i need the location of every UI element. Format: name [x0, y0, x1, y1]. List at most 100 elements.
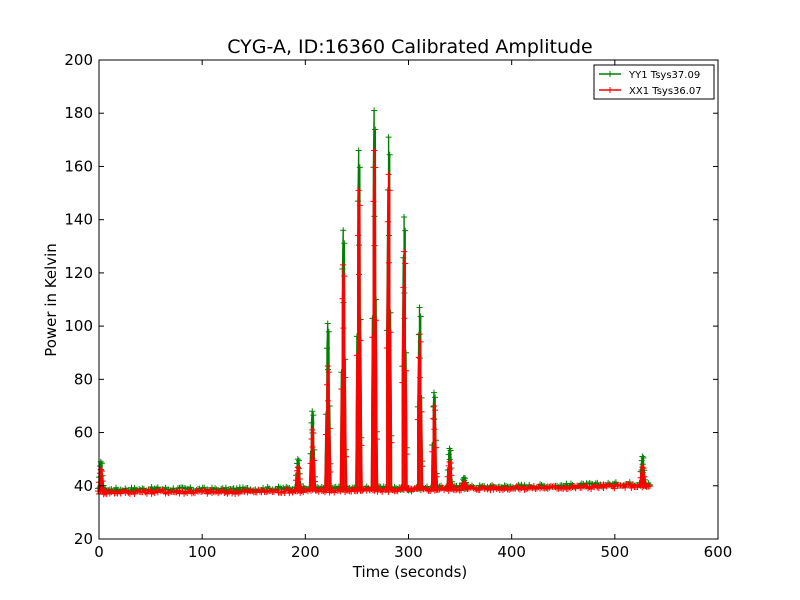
- data-point: [371, 147, 378, 154]
- data-point: [297, 484, 304, 491]
- data-point: [383, 344, 390, 351]
- data-point: [414, 416, 421, 423]
- x-tick-label: 0: [94, 543, 104, 561]
- data-point: [294, 464, 301, 471]
- data-point: [296, 476, 303, 483]
- data-point: [447, 447, 454, 454]
- data-point: [309, 443, 316, 450]
- data-point: [448, 472, 455, 479]
- data-point: [310, 429, 317, 436]
- data-point: [639, 453, 646, 460]
- data-point: [312, 478, 319, 485]
- x-tick-label: 300: [394, 543, 423, 561]
- data-point: [432, 444, 439, 451]
- data-point: [640, 465, 647, 472]
- legend: YY1 Tsys37.09 XX1 Tsys36.07: [593, 64, 715, 100]
- legend-marker: [607, 71, 613, 77]
- data-point: [416, 331, 423, 338]
- data-point: [622, 484, 629, 491]
- data-point: [418, 408, 425, 415]
- x-tick-label: 200: [291, 543, 320, 561]
- data-point: [295, 457, 302, 464]
- data-point: [324, 320, 331, 327]
- data-point: [388, 439, 395, 446]
- data-point: [462, 475, 469, 482]
- data-point: [322, 431, 329, 438]
- data-point: [357, 337, 364, 344]
- data-point: [355, 147, 362, 154]
- data-point: [325, 397, 332, 404]
- x-tick-label: 500: [601, 543, 630, 561]
- data-point: [356, 202, 363, 209]
- data-point: [369, 334, 376, 341]
- data-point: [339, 295, 346, 302]
- y-tick-label: 120: [64, 264, 93, 282]
- data-point: [293, 477, 300, 484]
- data-point: [99, 478, 106, 485]
- data-point: [295, 470, 302, 477]
- data-point: [628, 485, 635, 492]
- data-point: [100, 486, 107, 493]
- data-point: [311, 457, 318, 464]
- data-point: [432, 394, 439, 401]
- data-point: [430, 389, 437, 396]
- y-tick-label: 140: [64, 211, 93, 229]
- data-point: [637, 474, 644, 481]
- data-point: [401, 248, 408, 255]
- data-point: [371, 107, 378, 114]
- data-point: [309, 408, 316, 415]
- data-point: [373, 436, 380, 443]
- data-point: [294, 456, 301, 463]
- data-point: [402, 227, 409, 234]
- data-point: [308, 436, 315, 443]
- data-point: [341, 240, 348, 247]
- y-tick-label: 80: [74, 370, 93, 388]
- data-point: [489, 483, 496, 490]
- data-point: [402, 260, 409, 267]
- data-point: [370, 198, 377, 205]
- data-point: [309, 426, 316, 433]
- data-point: [356, 164, 363, 171]
- data-point: [530, 483, 537, 490]
- data-point: [338, 385, 345, 392]
- data-point: [417, 338, 424, 345]
- data-point: [600, 485, 607, 492]
- y-tick-label: 60: [74, 424, 93, 442]
- data-point: [417, 313, 424, 320]
- x-tick-label: 600: [704, 543, 733, 561]
- data-point: [416, 374, 423, 381]
- legend-marker: [607, 87, 613, 93]
- data-point: [399, 379, 406, 386]
- data-point: [403, 451, 410, 458]
- data-point: [449, 481, 456, 488]
- data-point: [520, 483, 527, 490]
- data-point: [387, 329, 394, 336]
- data-point: [324, 363, 331, 370]
- y-tick-label: 200: [64, 51, 93, 69]
- data-point: [639, 469, 646, 476]
- data-point: [98, 467, 105, 474]
- data-point: [429, 448, 436, 455]
- data-point: [447, 460, 454, 467]
- data-point: [327, 468, 334, 475]
- data-point: [433, 473, 440, 480]
- data-point: [340, 227, 347, 234]
- data-point: [446, 466, 453, 473]
- data-point: [355, 271, 362, 278]
- y-tick-label: 160: [64, 157, 93, 175]
- legend-label: YY1 Tsys37.09: [628, 70, 700, 81]
- data-point: [611, 485, 618, 492]
- data-point: [400, 254, 407, 261]
- chart-title: CYG-A, ID:16360 Calibrated Amplitude: [227, 36, 592, 58]
- data-point: [307, 460, 314, 467]
- data-point: [432, 407, 439, 414]
- data-point: [340, 325, 347, 332]
- data-point: [308, 419, 315, 426]
- data-point: [386, 187, 393, 194]
- legend-box: [593, 64, 715, 100]
- series-markers: [94, 147, 653, 498]
- data-point: [401, 315, 408, 322]
- data-point: [358, 442, 365, 449]
